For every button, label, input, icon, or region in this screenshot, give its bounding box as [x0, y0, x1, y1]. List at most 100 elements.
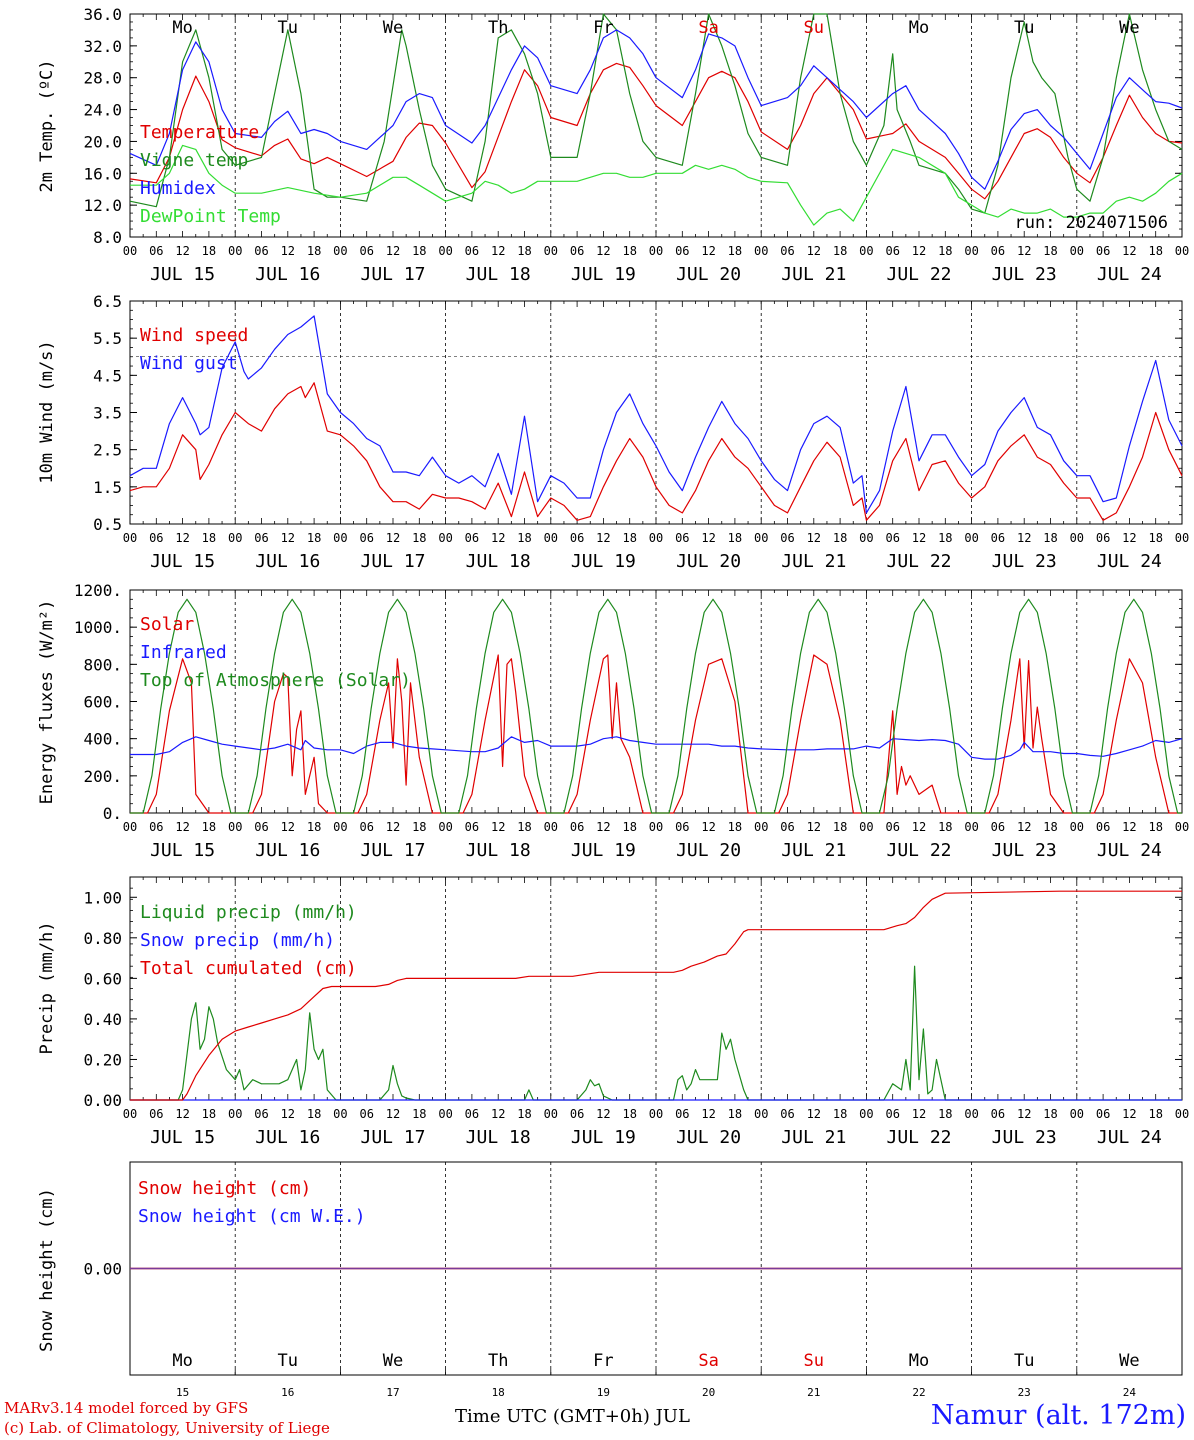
- weekday-label: We: [1119, 1351, 1139, 1371]
- date-label: JUL 23: [992, 1127, 1057, 1148]
- date-label: JUL 23: [992, 264, 1057, 285]
- hour-tick-label: 06: [359, 244, 373, 258]
- y-tick-label: 8.0: [93, 228, 122, 247]
- hour-tick-label: 00: [964, 820, 978, 834]
- hour-tick-label: 00: [754, 531, 768, 545]
- legend-entry: Snow height (cm): [138, 1178, 311, 1199]
- hour-tick-label: 00: [1175, 531, 1189, 545]
- legend-entry: Temperature: [140, 122, 259, 143]
- hour-tick-label: 18: [517, 531, 531, 545]
- hour-tick-label: 12: [281, 244, 295, 258]
- model-credit: MARv3.14 model forced by GFS: [4, 1399, 249, 1417]
- hour-tick-label: 18: [833, 820, 847, 834]
- date-label: JUL 15: [150, 551, 215, 572]
- date-label: JUL 24: [1097, 840, 1162, 861]
- hour-tick-label: 12: [912, 820, 926, 834]
- hour-tick-label: 12: [912, 1107, 926, 1121]
- date-label: JUL 21: [781, 1127, 846, 1148]
- date-label: JUL 19: [571, 551, 636, 572]
- hour-tick-label: 18: [833, 244, 847, 258]
- hour-tick-label: 12: [281, 531, 295, 545]
- hour-tick-label: 06: [359, 1107, 373, 1121]
- hour-tick-label: 00: [333, 244, 347, 258]
- hour-tick-label: 06: [359, 531, 373, 545]
- hour-tick-label: 12: [1017, 244, 1031, 258]
- y-tick-label: 0.00: [83, 1091, 122, 1110]
- hour-tick-label: 18: [938, 244, 952, 258]
- y-tick-label: 36.0: [83, 5, 122, 24]
- series-line-2: [129, 13, 1183, 214]
- date-label: JUL 23: [992, 840, 1057, 861]
- plot-frame: [129, 13, 1183, 238]
- weekday-label: Th: [488, 1351, 508, 1371]
- hour-tick-label: 00: [964, 531, 978, 545]
- hour-tick-label: 06: [991, 1107, 1005, 1121]
- hour-tick-label: 00: [754, 1107, 768, 1121]
- run-label: run: 2024071506: [1014, 213, 1168, 233]
- hour-tick-label: 12: [912, 531, 926, 545]
- weekday-label: Tu: [1014, 1351, 1034, 1371]
- hour-tick-label: 06: [675, 820, 689, 834]
- hour-tick-label: 12: [701, 820, 715, 834]
- hour-tick-label: 06: [1096, 531, 1110, 545]
- series-line-1: [129, 62, 1183, 200]
- y-tick-label: 1000.: [74, 618, 122, 637]
- hour-tick-label: 00: [438, 1107, 452, 1121]
- y-tick-label: 1.5: [93, 478, 122, 497]
- lab-credit: (c) Lab. of Climatology, University of L…: [4, 1419, 330, 1437]
- hour-tick-label: 12: [281, 1107, 295, 1121]
- station-name: Namur (alt. 172m): [930, 1400, 1186, 1431]
- hour-tick-label: 06: [254, 531, 268, 545]
- panel-1: 00 06 12 18 00 06 12 18 00 06 12 18 00 06 12 18 00 06 12 18…: [37, 5, 1189, 285]
- series-line-1: [130, 654, 1182, 814]
- hour-tick-label: 18: [202, 531, 216, 545]
- hour-tick-label: 06: [675, 531, 689, 545]
- date-label: JUL 24: [1097, 551, 1162, 572]
- panel-4: 00 06 12 18 00 06 12 18 00 06 12 18 00 06 12 18 00 06 12 18…: [37, 876, 1189, 1148]
- hour-tick-label: 06: [570, 820, 584, 834]
- hour-tick-label: 06: [465, 531, 479, 545]
- hour-tick-label: 12: [491, 244, 505, 258]
- hour-tick-label: 00: [333, 820, 347, 834]
- legend-entry: Top of Atmosphere (Solar): [140, 670, 411, 691]
- hour-tick-label: 06: [1096, 820, 1110, 834]
- y-tick-label: 400.: [83, 730, 122, 749]
- date-label: JUL 20: [676, 840, 741, 861]
- date-label: JUL 19: [571, 840, 636, 861]
- hour-tick-label: 12: [175, 244, 189, 258]
- date-label: JUL 22: [886, 1127, 951, 1148]
- hour-tick-label: 12: [807, 531, 821, 545]
- hour-tick-label: 00: [228, 531, 242, 545]
- date-label: JUL 21: [781, 840, 846, 861]
- date-label: JUL 17: [360, 1127, 425, 1148]
- hour-tick-label: 12: [175, 1107, 189, 1121]
- day-number-label: 17: [386, 1386, 399, 1399]
- hour-tick-label: 12: [807, 820, 821, 834]
- weekday-label: Su: [804, 1351, 824, 1371]
- hour-tick-label: 06: [149, 531, 163, 545]
- hour-tick-label: 12: [491, 1107, 505, 1121]
- weekday-label: Tu: [1014, 18, 1034, 38]
- hour-tick-label: 18: [622, 531, 636, 545]
- hour-tick-label: 18: [202, 244, 216, 258]
- date-label: JUL 16: [255, 551, 320, 572]
- hour-tick-label: 00: [754, 244, 768, 258]
- date-label: JUL 16: [255, 1127, 320, 1148]
- day-number-label: 23: [1018, 1386, 1031, 1399]
- hour-tick-label: 00: [333, 531, 347, 545]
- hour-tick-label: 18: [833, 1107, 847, 1121]
- date-label: JUL 16: [255, 840, 320, 861]
- legend-entry: Infrared: [140, 642, 227, 663]
- hour-tick-label: 00: [123, 820, 137, 834]
- y-tick-label: 0.00: [83, 1260, 122, 1279]
- weekday-label: Sa: [698, 1351, 718, 1371]
- hour-tick-label: 12: [807, 244, 821, 258]
- weekday-label: Mo: [172, 18, 192, 38]
- weekday-label: We: [1119, 18, 1139, 38]
- hour-tick-label: 00: [649, 244, 663, 258]
- weekday-label: Tu: [278, 1351, 298, 1371]
- series-line-3: [130, 890, 1182, 1101]
- hour-tick-label: 06: [359, 820, 373, 834]
- hour-tick-label: 12: [596, 1107, 610, 1121]
